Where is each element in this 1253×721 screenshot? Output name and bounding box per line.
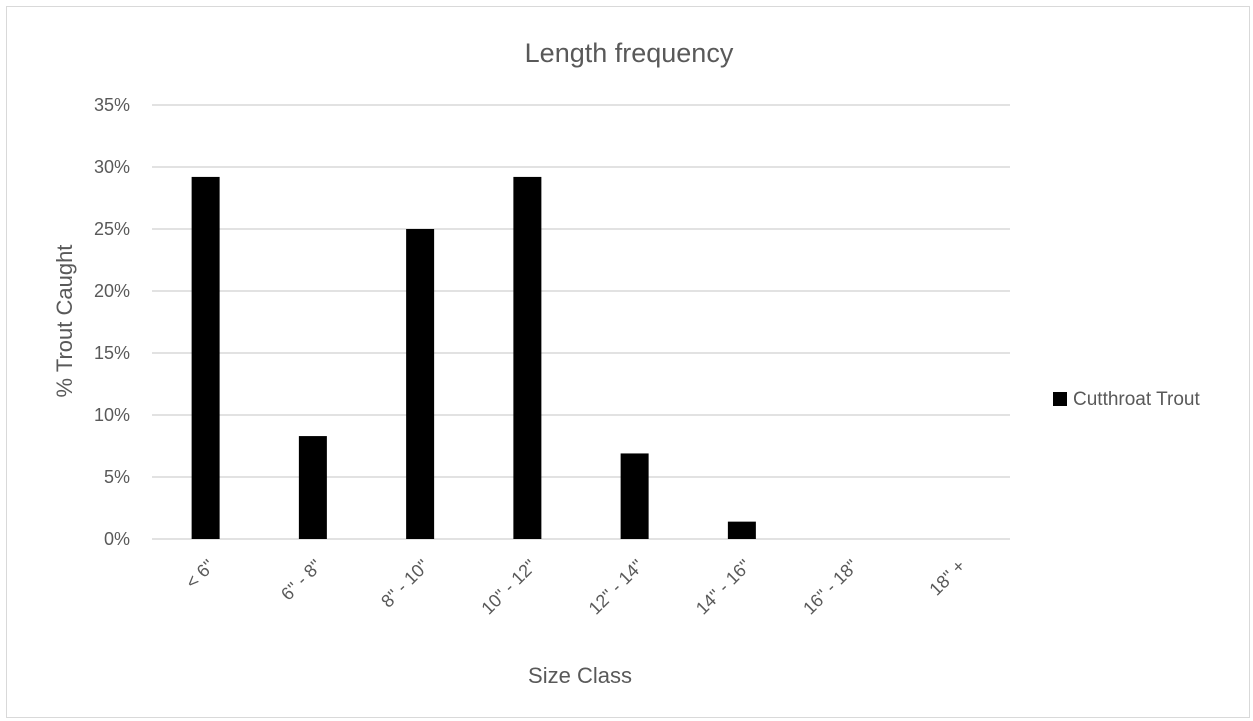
x-axis-title: Size Class <box>528 663 632 688</box>
legend-label: Cutthroat Trout <box>1073 389 1200 410</box>
chart-title: Length frequency <box>525 38 734 68</box>
y-tick-label: 0% <box>104 529 130 549</box>
x-tick-label: 6" - 8" <box>277 556 326 605</box>
y-tick-label: 10% <box>94 405 130 425</box>
y-tick-label: 5% <box>104 467 130 487</box>
bar <box>513 176 542 540</box>
bar <box>191 176 220 540</box>
y-tick-label: 25% <box>94 219 130 239</box>
bar <box>298 436 327 539</box>
gridlines <box>152 104 1010 540</box>
bar <box>727 521 756 539</box>
x-tick-label: 10" - 12" <box>477 556 540 619</box>
x-tick-label: 14" - 16" <box>692 556 755 619</box>
y-tick-label: 30% <box>94 157 130 177</box>
y-tick-label: 20% <box>94 281 130 301</box>
x-tick-label: 16" - 18" <box>799 556 862 619</box>
y-axis-title: % Trout Caught <box>52 245 77 398</box>
bars <box>191 176 756 540</box>
x-axis-ticks: < 6" 6" - 8" 8" - 10" 10" - 12" 12" - 14" 14"… <box>182 556 969 619</box>
legend-swatch <box>1053 392 1067 406</box>
y-tick-label: 15% <box>94 343 130 363</box>
bar <box>406 229 435 539</box>
x-tick-label: 8" - 10" <box>377 556 433 612</box>
x-tick-label: 18" + <box>925 556 969 600</box>
y-axis-ticks: 0% 5% 10% 15% 20% 25% 30% 35% <box>94 95 130 549</box>
x-tick-label: < 6" <box>182 556 219 593</box>
x-tick-label: 12" - 14" <box>585 556 648 619</box>
bar <box>620 453 649 539</box>
y-tick-label: 35% <box>94 95 130 115</box>
legend: Cutthroat Trout <box>1053 389 1200 410</box>
